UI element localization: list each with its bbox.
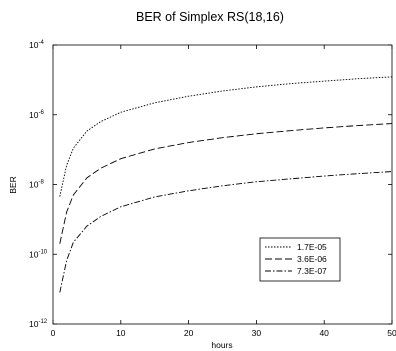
series-line-1 <box>59 76 393 197</box>
x-tick-label: 10 <box>116 328 126 338</box>
x-tick-label: 30 <box>252 328 262 338</box>
chart-title: BER of Simplex RS(18,16) <box>136 10 284 24</box>
x-tick-label: 50 <box>387 328 396 338</box>
x-tick-label: 0 <box>51 328 56 338</box>
y-tick-label: 10-6 <box>29 110 44 120</box>
legend-label-1: 1.7E-05 <box>297 242 327 252</box>
y-axis-label: BER <box>8 176 18 193</box>
x-tick-label: 20 <box>184 328 194 338</box>
y-axis: 10-12 10-10 10-8 10-6 10-4 <box>29 40 392 329</box>
y-tick-exponent: -12 <box>38 319 47 325</box>
plot-area <box>52 44 393 325</box>
y-tick-label: 10-8 <box>29 180 44 190</box>
y-tick-label: 10-12 <box>29 319 48 329</box>
y-tick-exponent: -6 <box>38 110 44 116</box>
y-tick-label: 10-10 <box>29 249 48 259</box>
y-tick-label: 10-4 <box>29 40 44 50</box>
series-lines <box>59 76 393 293</box>
series-line-3 <box>59 171 393 293</box>
series-line-2 <box>59 123 393 244</box>
y-tick-exponent: -10 <box>38 249 47 255</box>
legend-label-3: 7.3E-07 <box>297 266 327 276</box>
x-axis: 0 10 20 30 40 50 <box>51 45 396 338</box>
x-axis-label: hours <box>211 340 232 350</box>
legend: 1.7E-05 3.6E-06 7.3E-07 <box>259 237 341 282</box>
x-tick-label: 40 <box>319 328 329 338</box>
y-tick-exponent: -4 <box>38 40 44 46</box>
legend-box <box>259 237 341 282</box>
y-tick-exponent: -8 <box>38 180 44 186</box>
legend-label-2: 3.6E-06 <box>297 254 327 264</box>
